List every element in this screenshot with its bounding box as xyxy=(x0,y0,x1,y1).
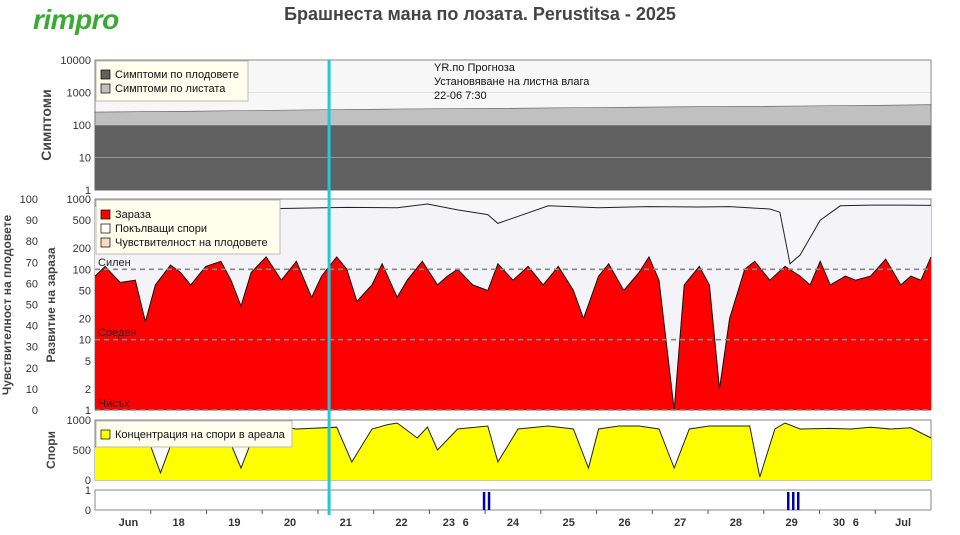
spore-concentration-line xyxy=(94,422,932,478)
legend-swatch-susceptibility xyxy=(100,237,111,248)
infection-tick-label: 500 xyxy=(73,215,91,227)
chart-title: Брашнеста мана по лозата. Perustitsa - 2… xyxy=(284,4,676,24)
symptoms-axis-title: Симптоми xyxy=(38,89,54,161)
legend-label-leaf: Симптоми по листата xyxy=(115,83,226,95)
infection-tick-label: 1000 xyxy=(67,194,91,206)
x-tick-label: Jun xyxy=(119,517,139,529)
rain-bar xyxy=(792,492,795,510)
threshold-medium-label: Среден xyxy=(98,327,137,339)
susceptibility-axis-title: Чувствителност на плодовете xyxy=(0,215,14,396)
legend-swatch-leaf xyxy=(100,83,111,94)
x-tick-label: 21 xyxy=(340,517,352,529)
forecast-source-label: YR.по Прогноза xyxy=(434,62,516,74)
x-tick-label: 29 xyxy=(786,517,798,529)
infection-series xyxy=(94,203,932,411)
rain-tick-label: 0 xyxy=(85,505,91,517)
x-tick-label: Jul xyxy=(895,517,911,529)
susceptibility-tick-label: 80 xyxy=(26,236,38,248)
symptoms-tick-label: 1000 xyxy=(67,88,91,100)
legend-swatch-infection xyxy=(100,209,111,220)
infection-tick-label: 1 xyxy=(85,405,91,417)
symptoms-tick-label: 100 xyxy=(73,120,91,132)
spores-axis-title: Спори xyxy=(44,431,58,469)
x-tick-label: 26 xyxy=(618,517,630,529)
susceptibility-tick-label: 90 xyxy=(26,215,38,227)
susceptibility-tick-label: 10 xyxy=(26,384,38,396)
infection-tick-label: 10 xyxy=(79,335,91,347)
spores-legend: Концентрация на спори в ареала xyxy=(95,420,293,448)
infection-tick-label: 2 xyxy=(85,384,91,396)
symptoms-tick-label: 10000 xyxy=(60,55,91,67)
legend-swatch-fruit xyxy=(100,69,111,80)
infection-tick-label: 100 xyxy=(73,264,91,276)
x-tick-label: 18 xyxy=(172,517,184,529)
spores-tick-label: 500 xyxy=(73,445,91,457)
legend-label-fruit: Симптоми по плодовете xyxy=(115,69,239,81)
susceptibility-tick-label: 50 xyxy=(26,300,38,312)
axis-labels: 1101001000100001251020501002005001000010… xyxy=(20,55,911,529)
infection-legend: Зараза Покълващи спори Чувствителност на… xyxy=(95,199,281,255)
spores-tick-label: 1000 xyxy=(67,415,91,427)
susceptibility-tick-label: 100 xyxy=(20,194,38,206)
rain-series xyxy=(482,492,800,510)
susceptibility-tick-label: 30 xyxy=(26,342,38,354)
susceptibility-tick-label: 60 xyxy=(26,278,38,290)
legend-swatch-spores xyxy=(100,429,111,440)
infection-axis-title: Развитие на зараза xyxy=(44,247,58,362)
susceptibility-tick-label: 40 xyxy=(26,321,38,333)
x-tick-label: 28 xyxy=(730,517,742,529)
symptoms-tick-label: 1 xyxy=(85,185,91,197)
infection-tick-label: 20 xyxy=(79,313,91,325)
susceptibility-tick-label: 20 xyxy=(26,363,38,375)
x-tick-label: 6 xyxy=(853,517,859,529)
rain-bar xyxy=(797,492,800,510)
threshold-strong-label: Силен xyxy=(98,257,131,269)
x-tick-label: 23 xyxy=(443,517,455,529)
rain-panel xyxy=(94,489,932,511)
spores-series xyxy=(94,422,932,480)
threshold-low-label: Нисък xyxy=(98,398,129,410)
forecast-time-label: 22-06 7:30 xyxy=(434,90,487,102)
x-tick-label: 25 xyxy=(563,517,575,529)
infection-tick-label: 50 xyxy=(79,286,91,298)
legend-swatch-germinating xyxy=(100,223,111,234)
x-tick-label: 6 xyxy=(463,517,469,529)
rain-bar xyxy=(787,492,790,510)
symptoms-legend: Симптоми по плодовете Симптоми по листат… xyxy=(95,60,249,102)
spore-concentration-area xyxy=(95,423,931,480)
rain-bar xyxy=(487,492,491,510)
legend-label-infection: Зараза xyxy=(115,209,152,221)
infection-tick-label: 5 xyxy=(85,356,91,368)
infection-tick-label: 200 xyxy=(73,243,91,255)
symptoms-series xyxy=(94,104,932,191)
spores-tick-label: 0 xyxy=(85,475,91,487)
susceptibility-tick-label: 70 xyxy=(26,257,38,269)
legend-label-germinating: Покълващи спори xyxy=(115,223,207,235)
rain-tick-label: 1 xyxy=(85,485,91,497)
x-tick-label: 24 xyxy=(507,517,520,529)
x-tick-label: 19 xyxy=(228,517,240,529)
legend-label-spores: Концентрация на спори в ареала xyxy=(115,429,286,441)
leaf-wetness-label: Установяване на листна влага xyxy=(434,76,590,88)
rain-bar xyxy=(482,492,486,510)
x-tick-label: 22 xyxy=(395,517,407,529)
infection-line xyxy=(94,255,932,411)
x-tick-label: 30 xyxy=(833,517,845,529)
x-tick-label: 20 xyxy=(284,517,296,529)
x-tick-label: 27 xyxy=(674,517,686,529)
legend-label-susceptibility: Чувствителност на плодовете xyxy=(115,237,268,249)
susceptibility-tick-label: 0 xyxy=(32,405,38,417)
symptoms-tick-label: 10 xyxy=(79,153,91,165)
rimpro-logo: rimpro xyxy=(33,4,119,35)
